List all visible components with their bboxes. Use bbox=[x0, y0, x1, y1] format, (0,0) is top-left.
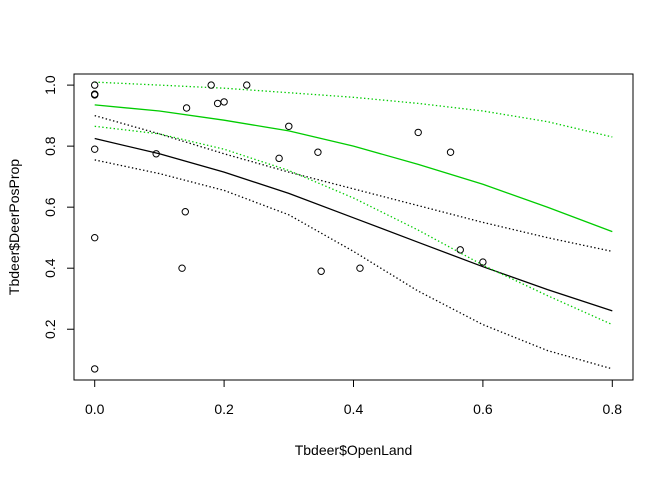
x-tick-label: 0.2 bbox=[214, 401, 234, 417]
series-line-0 bbox=[94, 137, 613, 312]
data-point bbox=[152, 150, 160, 158]
series-line-3 bbox=[94, 104, 613, 233]
plot-frame bbox=[73, 73, 634, 381]
data-point bbox=[356, 264, 364, 272]
x-axis-label: Tbdeer$OpenLand bbox=[295, 442, 413, 458]
data-point bbox=[446, 148, 455, 156]
fitted-lines bbox=[94, 81, 613, 370]
x-axis: 0.0 0.2 0.4 0.6 0.8 bbox=[85, 379, 623, 417]
data-point bbox=[275, 154, 283, 163]
x-tick-label: 0.8 bbox=[603, 401, 623, 417]
y-axis: 0.2 0.4 0.6 0.8 1.0 bbox=[42, 75, 75, 339]
data-point bbox=[91, 365, 99, 373]
data-point bbox=[181, 208, 189, 216]
data-point bbox=[213, 99, 222, 108]
y-tick-label: 0.2 bbox=[42, 319, 58, 339]
data-point bbox=[178, 264, 186, 272]
data-point bbox=[91, 233, 99, 242]
series-line-4 bbox=[94, 81, 613, 138]
x-tick-label: 0.4 bbox=[344, 401, 364, 417]
data-point bbox=[243, 81, 251, 89]
data-point bbox=[285, 122, 293, 131]
data-point bbox=[314, 148, 322, 156]
data-point bbox=[317, 267, 325, 275]
series-line-1 bbox=[94, 114, 613, 253]
y-tick-label: 1.0 bbox=[42, 75, 58, 95]
y-tick-label: 0.4 bbox=[42, 258, 58, 278]
data-point bbox=[414, 128, 422, 137]
series-line-5 bbox=[94, 125, 613, 326]
data-point bbox=[207, 81, 215, 89]
data-point bbox=[91, 90, 99, 98]
y-tick-label: 0.8 bbox=[42, 136, 58, 156]
y-axis-label: Tbdeer$DeerPosProp bbox=[6, 159, 22, 295]
y-tick-label: 0.6 bbox=[42, 197, 58, 217]
x-tick-label: 0.0 bbox=[85, 401, 105, 417]
data-point bbox=[91, 81, 99, 89]
data-point bbox=[91, 145, 99, 153]
x-tick-label: 0.6 bbox=[473, 401, 493, 417]
data-point bbox=[182, 104, 191, 112]
data-point bbox=[456, 246, 464, 254]
data-points bbox=[91, 81, 487, 373]
data-point bbox=[220, 98, 228, 106]
series-line-2 bbox=[94, 159, 613, 370]
data-point bbox=[479, 258, 487, 266]
